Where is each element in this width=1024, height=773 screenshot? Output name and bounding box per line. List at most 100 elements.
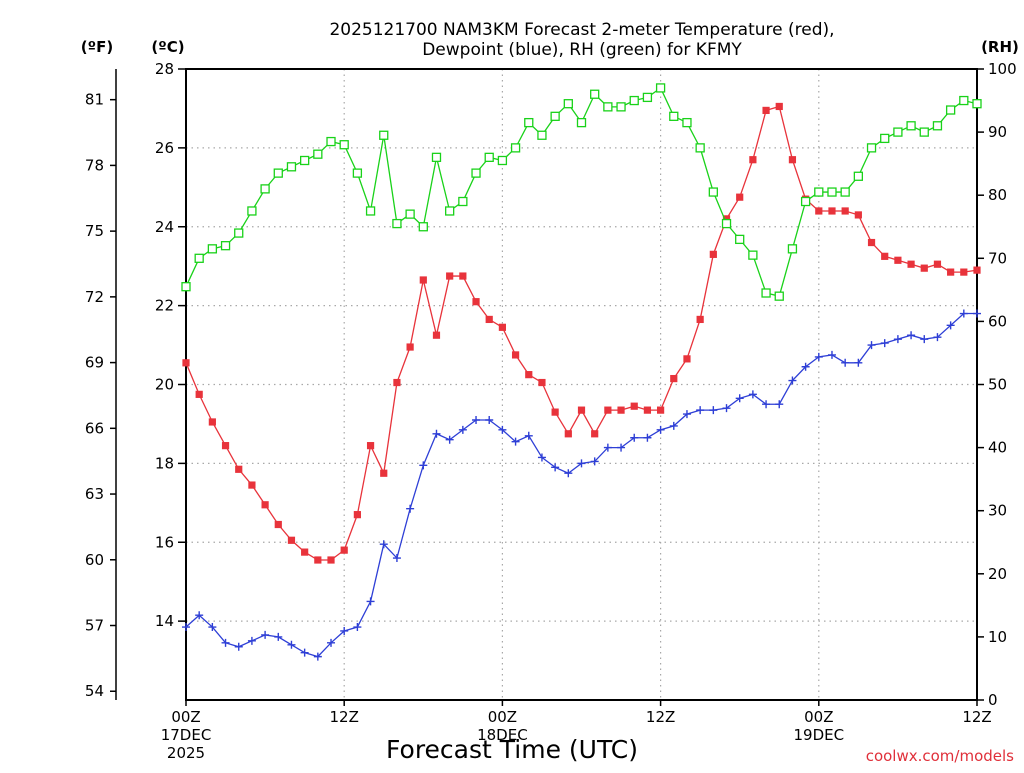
dewpoint-point [379, 540, 388, 549]
dewpoint-point [880, 339, 889, 348]
dewpoint-point [867, 341, 876, 350]
2-meter-temperature-point [419, 276, 427, 284]
celsius-tick-label: 22 [155, 297, 174, 315]
x-tick-label: 19DEC [794, 726, 845, 744]
2-meter-temperature-point [867, 238, 876, 247]
rh-point [945, 105, 956, 115]
rh-point [458, 196, 468, 207]
2-meter-temperature-point [261, 501, 269, 509]
rh-point [932, 121, 943, 131]
dewpoint-point [353, 623, 362, 632]
2-meter-temperature-point [960, 268, 968, 276]
2-meter-temperature-point [287, 536, 296, 544]
rh-point [919, 127, 929, 137]
celsius-axis-label: (ºC) [151, 38, 184, 56]
2-meter-temperature-point [709, 250, 717, 258]
rh-point [748, 250, 758, 260]
2-meter-temperature-point [366, 442, 375, 450]
2-meter-temperature-point [881, 252, 889, 260]
dewpoint-point [524, 431, 533, 440]
fahrenheit-tick-label: 69 [85, 354, 104, 372]
rh-point [669, 111, 679, 121]
rh-point [524, 117, 534, 128]
2-meter-temperature-point [749, 156, 757, 164]
dewpoint-point [182, 623, 190, 632]
rh-point [853, 171, 863, 181]
2-meter-temperature-point [696, 315, 704, 324]
rh-tick-label: 90 [988, 123, 1007, 141]
rh-point [445, 206, 455, 216]
2-meter-temperature-point [617, 406, 625, 414]
fahrenheit-tick-label: 75 [85, 222, 104, 240]
fahrenheit-tick-label: 63 [85, 485, 104, 503]
x-tick-label: 18DEC [477, 726, 528, 744]
2-meter-temperature-point [459, 272, 467, 280]
dewpoint-point [287, 640, 296, 649]
2-meter-temperature-point [907, 260, 915, 268]
dewpoint-point [630, 433, 639, 442]
dewpoint-point [841, 358, 850, 367]
rh-point [550, 111, 560, 121]
2-meter-temperature-point [683, 355, 691, 363]
dewpoint-point [564, 469, 573, 478]
rh-point [880, 133, 890, 144]
fahrenheit-tick-label: 78 [85, 156, 104, 174]
rh-point [431, 152, 442, 162]
dewpoint-point [893, 335, 902, 344]
dewpoint-point [247, 636, 256, 645]
2-meter-temperature-point [920, 264, 928, 272]
dewpoint-point [537, 453, 546, 462]
rh-tick-label: 80 [988, 186, 1007, 204]
rh-point [800, 196, 811, 207]
rh-point [695, 143, 705, 153]
rh-point [207, 244, 218, 254]
x-tick-label: 00Z [171, 708, 200, 726]
rh-tick-label: 50 [988, 376, 1007, 394]
rh-tick-label: 10 [988, 628, 1007, 646]
celsius-tick-label: 16 [155, 533, 174, 551]
rh-point [761, 288, 771, 298]
fahrenheit-tick-label: 72 [85, 288, 104, 306]
2-meter-temperature-point [722, 215, 731, 223]
rh-point [893, 127, 903, 137]
rh-point [682, 117, 692, 128]
2-meter-temperature-series [182, 102, 981, 564]
dewpoint-point [656, 425, 665, 434]
rh-point [326, 136, 336, 147]
2-meter-temperature-point [828, 207, 836, 215]
rh-point [194, 253, 204, 263]
chart-title-line-1: 2025121700 NAM3KM Forecast 2-meter Tempe… [329, 20, 834, 40]
2-meter-temperature-point [564, 430, 572, 438]
x-tick-label: 12Z [962, 708, 991, 726]
dewpoint-point [498, 425, 507, 434]
rh-tick-label: 70 [988, 249, 1007, 267]
2-meter-temperature-point [973, 266, 981, 274]
celsius-tick-label: 14 [155, 612, 174, 630]
dewpoint-point [735, 394, 744, 403]
rh-point [220, 241, 231, 251]
dewpoint-point [643, 433, 652, 442]
rh-point [181, 282, 191, 292]
rh-point [510, 143, 521, 153]
2-meter-temperature-point [643, 406, 652, 414]
dewpoint-point [590, 457, 599, 466]
2-meter-temperature-point [353, 511, 361, 519]
dewpoint-series [182, 309, 981, 661]
2-meter-temperature-point [340, 546, 348, 554]
fahrenheit-tick-label: 60 [85, 551, 104, 569]
2-meter-temperature-point [274, 520, 282, 529]
dewpoint-point [472, 415, 481, 424]
dewpoint-point [814, 352, 823, 361]
rh-point [286, 162, 297, 172]
rh-point [616, 102, 626, 112]
2-meter-temperature-point [406, 343, 414, 351]
dewpoint-point [827, 350, 836, 359]
dewpoint-point [221, 638, 230, 647]
rh-point [352, 168, 363, 178]
2-meter-temperature-point [657, 406, 665, 414]
rh-point [339, 140, 349, 150]
credit-text: coolwx.com/models [866, 747, 1014, 765]
rh-point [379, 130, 389, 140]
